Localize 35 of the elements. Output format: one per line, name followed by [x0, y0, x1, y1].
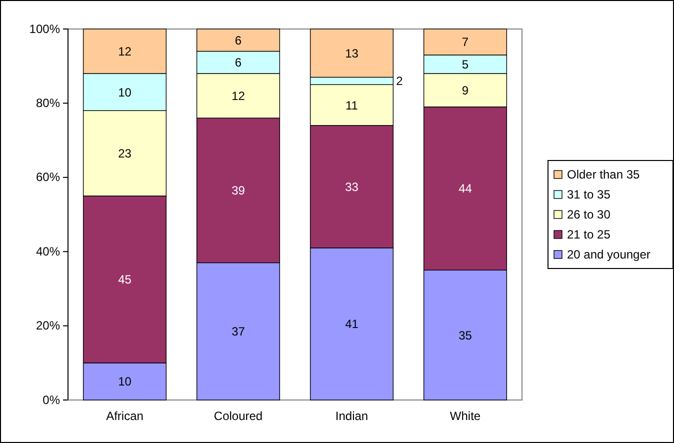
- y-tick-label: 0%: [42, 392, 60, 407]
- y-tick-label: 40%: [36, 244, 60, 258]
- data-label: 11: [346, 98, 358, 112]
- data-label: 7: [462, 35, 469, 50]
- data-label: 5: [462, 57, 469, 72]
- x-tick-label: Coloured: [214, 408, 263, 423]
- data-label: 41: [345, 317, 359, 332]
- data-label: 45: [118, 272, 132, 287]
- data-label: 37: [232, 324, 246, 339]
- y-tick-label: 20%: [36, 318, 60, 333]
- data-label: 6: [234, 56, 242, 70]
- data-label: 6: [234, 33, 242, 48]
- data-label: 44: [458, 182, 472, 196]
- x-tick-label: African: [106, 408, 144, 423]
- x-tick-label: White: [450, 408, 481, 423]
- data-label: 13: [345, 46, 359, 60]
- data-label: 35: [458, 328, 472, 342]
- data-label: 2: [396, 74, 404, 88]
- y-tick-label: 60%: [36, 170, 60, 184]
- y-tick-label: 100%: [29, 22, 60, 36]
- legend-label: 26 to 30: [567, 208, 611, 222]
- legend-label: 20 and younger: [567, 248, 650, 262]
- legend-label: 31 to 35: [567, 188, 611, 202]
- data-label: 10: [118, 374, 132, 389]
- y-tick-label: 80%: [36, 96, 60, 110]
- data-label: 23: [118, 146, 132, 160]
- data-label: 12: [118, 44, 132, 58]
- data-label: 39: [232, 184, 246, 198]
- x-tick-label: Indian: [335, 408, 368, 423]
- legend-label: Older than 35: [567, 168, 640, 182]
- data-label: 33: [345, 180, 359, 194]
- legend-label: 21 to 25: [567, 228, 611, 242]
- data-label: 12: [232, 88, 246, 103]
- data-label: 10: [118, 85, 132, 100]
- data-label: 9: [462, 83, 469, 98]
